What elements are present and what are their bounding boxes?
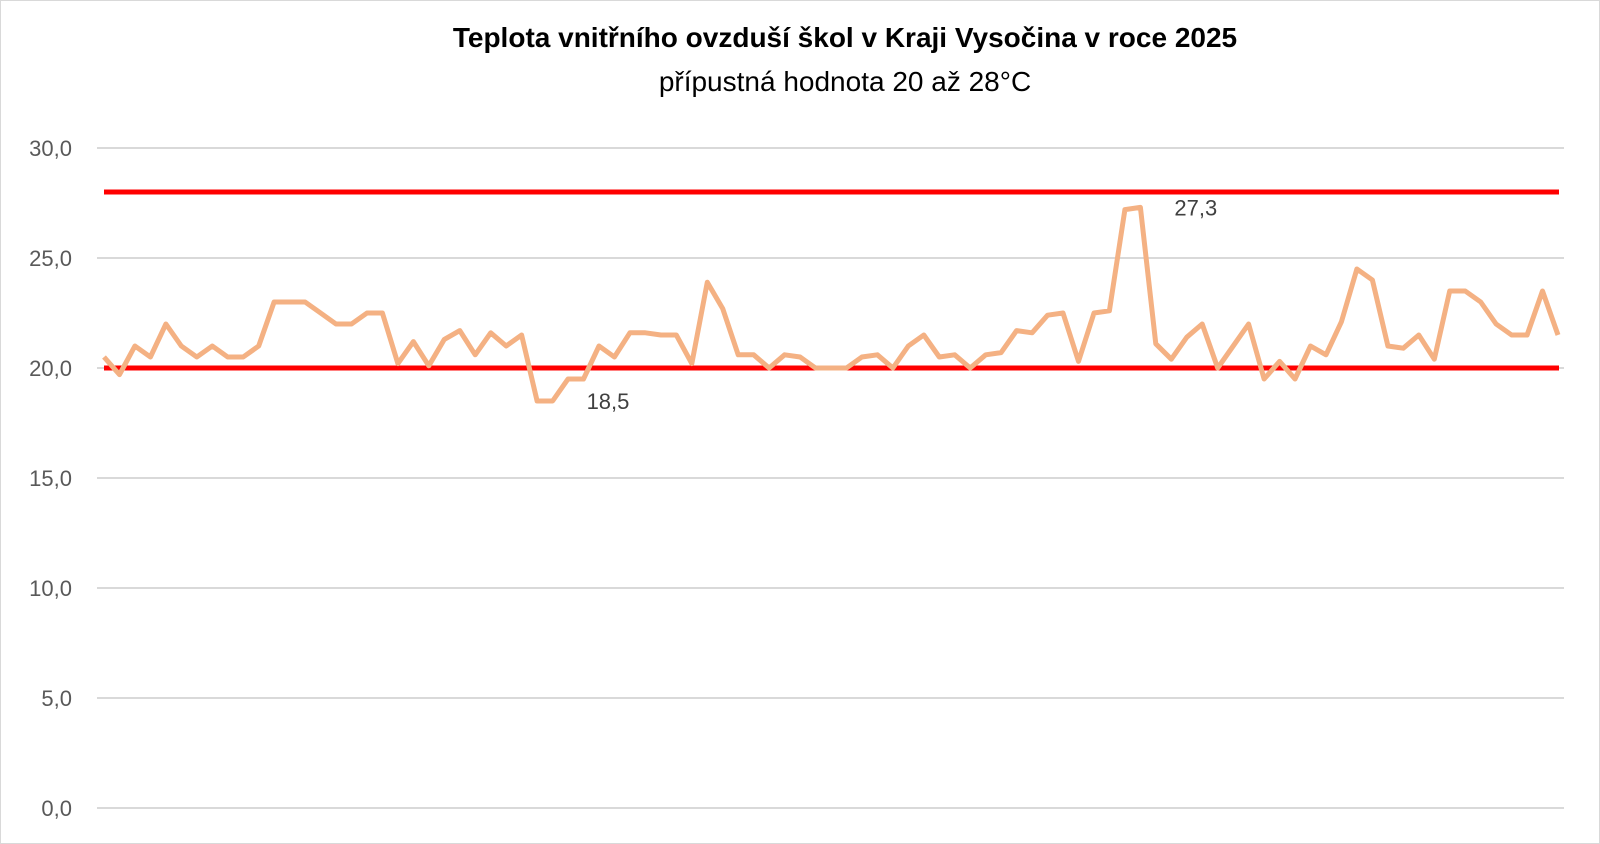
y-tick-label: 15,0 [29, 466, 72, 491]
reference-lines [104, 189, 1559, 371]
temperature-series-line [102, 204, 1561, 404]
data-label: 18,5 [587, 389, 630, 414]
y-tick-label: 0,0 [41, 796, 72, 821]
chart-title: Teplota vnitřního ovzduší škol v Kraji V… [452, 22, 1238, 53]
y-tick-label: 20,0 [29, 356, 72, 381]
y-tick-label: 10,0 [29, 576, 72, 601]
gridlines [97, 147, 1564, 809]
series-layer [102, 204, 1561, 404]
y-tick-label: 30,0 [29, 136, 72, 161]
labels-layer: 0,0 5,0 10,0 15,0 20,0 25,0 30,0 27,3 18,5 [29, 136, 1217, 821]
y-tick-label: 25,0 [29, 246, 72, 271]
y-tick-label: 5,0 [41, 686, 72, 711]
chart-subtitle: přípustná hodnota 20 až 28°C [658, 66, 1032, 97]
data-label: 27,3 [1174, 195, 1217, 220]
